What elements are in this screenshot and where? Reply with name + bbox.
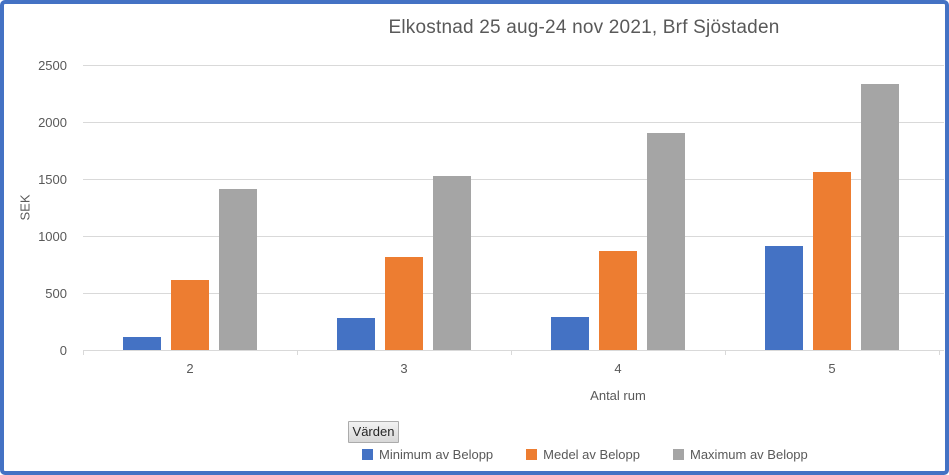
chart-title: Elkostnad 25 aug-24 nov 2021, Brf Sjösta… <box>388 17 780 38</box>
x-axis-category-label: 3 <box>400 361 408 376</box>
plot-area: 0 500 1000 1500 2000 2500 2 3 4 5 <box>4 4 945 471</box>
x-axis-tick <box>725 351 726 355</box>
y-axis-tick-label: 1000 <box>38 229 67 244</box>
bar-medel-av-belopp-rum-5 <box>813 172 851 350</box>
bar-minimum-av-belopp-rum-3 <box>337 317 375 350</box>
bar-maximum-av-belopp-rum-5 <box>861 84 899 350</box>
gridline <box>83 122 944 123</box>
y-axis-tick-label: 1500 <box>38 172 67 187</box>
bar-maximum-av-belopp-rum-3 <box>433 175 471 350</box>
x-axis-category-label: 5 <box>828 361 836 376</box>
gridline <box>83 293 944 294</box>
bar-minimum-av-belopp-rum-5 <box>765 246 803 350</box>
legend-label: Maximum av Belopp <box>690 447 808 462</box>
x-axis-tick <box>83 351 84 355</box>
x-axis-tick <box>297 351 298 355</box>
y-axis-title: SEK <box>17 194 33 221</box>
legend-item: Medel av Belopp <box>526 447 640 462</box>
gridline <box>83 65 944 66</box>
gridline <box>83 179 944 180</box>
gridline <box>83 236 944 237</box>
legend-swatch <box>526 449 538 460</box>
x-axis-tick <box>511 351 512 355</box>
y-axis-tick-label: 2500 <box>38 58 67 73</box>
legend-item: Maximum av Belopp <box>673 447 808 462</box>
legend-swatch <box>673 449 684 460</box>
bar-medel-av-belopp-rum-3 <box>385 256 423 350</box>
bar-maximum-av-belopp-rum-2 <box>219 189 257 350</box>
x-axis-tick <box>939 351 940 355</box>
x-axis-line <box>83 350 944 351</box>
x-axis-category-label: 2 <box>186 361 194 376</box>
y-axis-tick-label: 0 <box>59 343 67 358</box>
legend-item: Minimum av Belopp <box>362 447 493 462</box>
legend-label: Medel av Belopp <box>543 447 640 462</box>
pivot-field-button-varden[interactable]: Värden <box>348 421 399 443</box>
y-axis-tick-label: 500 <box>45 286 67 301</box>
bar-medel-av-belopp-rum-2 <box>171 280 209 350</box>
chart-legend: Minimum av Belopp Medel av Belopp Maximum … <box>362 447 808 462</box>
bar-maximum-av-belopp-rum-4 <box>647 132 685 350</box>
x-axis-title: Antal rum <box>590 388 646 403</box>
x-axis-category-label: 4 <box>614 361 622 376</box>
bar-medel-av-belopp-rum-4 <box>599 250 637 350</box>
bar-minimum-av-belopp-rum-2 <box>123 336 161 350</box>
legend-label: Minimum av Belopp <box>379 447 494 462</box>
y-axis-tick-label: 2000 <box>38 115 67 130</box>
bar-minimum-av-belopp-rum-4 <box>551 316 589 350</box>
legend-swatch <box>362 449 373 460</box>
